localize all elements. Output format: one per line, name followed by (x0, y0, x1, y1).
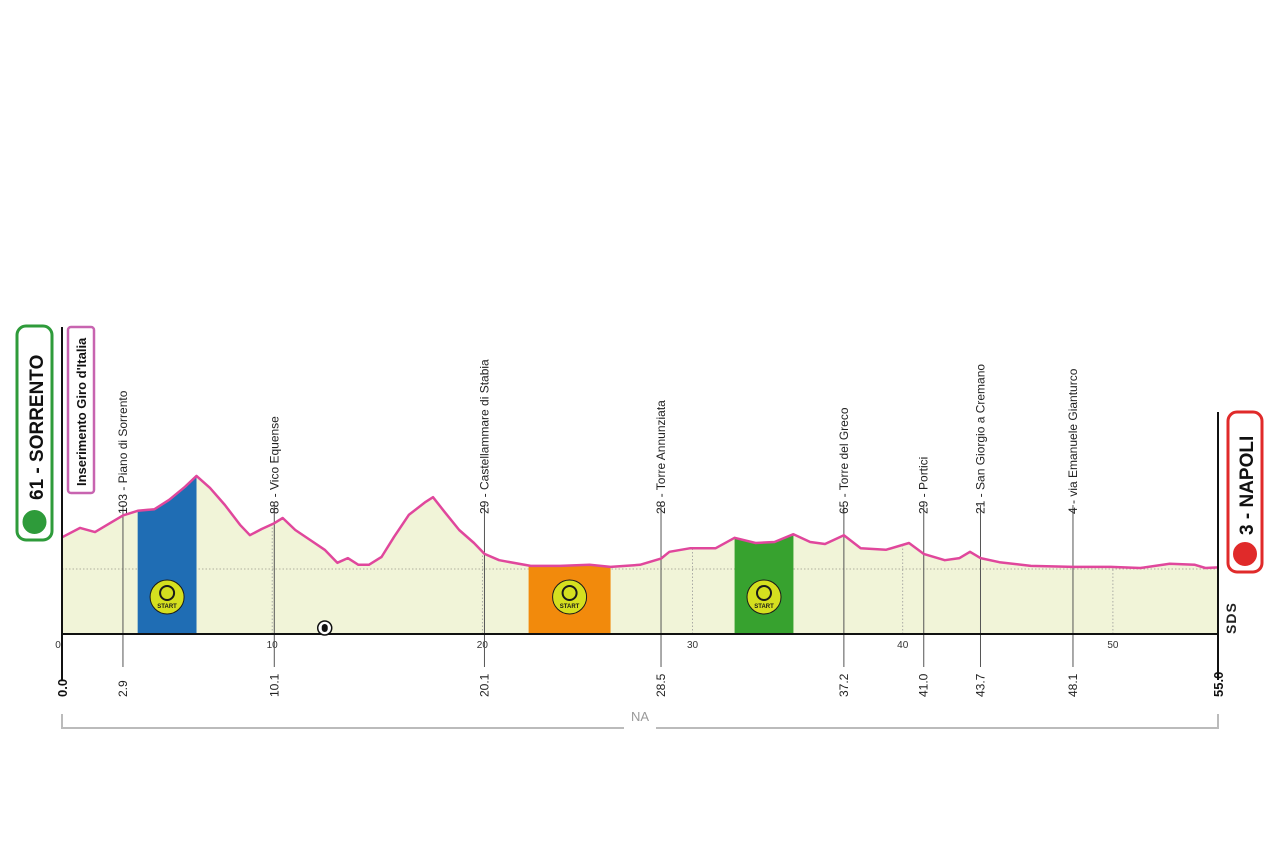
start-name: 61 - SORRENTO (27, 355, 48, 500)
tunnel-icon-inner (321, 624, 328, 632)
province-label: NA (631, 709, 649, 724)
waypoint-name: 103 - Piano di Sorrento (116, 390, 130, 514)
annotation-box (66, 325, 96, 495)
section-icon (149, 579, 185, 615)
x-tick-label: 0 (55, 640, 61, 651)
profile-line (61, 474, 1219, 570)
start-icon (20, 508, 49, 536)
waypoint-name: 29 - Castellammare di Stabia (477, 359, 491, 514)
waypoint-name: 65 - Torre del Greco (837, 407, 851, 514)
section-icon (552, 579, 588, 615)
waypoint-km: 48.1 (1066, 673, 1080, 697)
section-label: START (157, 604, 177, 610)
finish-icon (1231, 540, 1259, 568)
waypoint-km: 20.1 (477, 673, 491, 697)
waypoint-name: 4 - via Emanuele Gianturco (1066, 368, 1080, 514)
waypoint-km: 41.0 (917, 673, 931, 697)
waypoint-km: 28.5 (654, 673, 668, 697)
annotation: Inserimento Giro d'Italia (74, 337, 89, 486)
start-km: 0.0 (55, 679, 70, 697)
x-tick-label: 40 (897, 640, 909, 651)
start-box (15, 324, 54, 542)
province-label-bg (624, 708, 656, 730)
waypoint-name: 88 - Vico Equense (267, 416, 281, 514)
section-icon (746, 579, 782, 615)
section-icon-inner (159, 585, 176, 601)
logo: SDS (1223, 602, 1239, 634)
x-tick-label: 20 (477, 640, 489, 651)
x-tick-label: 10 (267, 640, 279, 651)
waypoint-km: 10.1 (267, 673, 281, 697)
waypoint-name: 29 - Portici (917, 457, 931, 514)
finish-box (1226, 410, 1264, 574)
waypoint-km: 2.9 (116, 680, 130, 697)
section-icon-inner (561, 585, 578, 601)
finish-km: 55.0 (1211, 672, 1226, 697)
x-tick-label: 30 (687, 640, 699, 651)
section-label: START (560, 604, 580, 610)
waypoint-km: 43.7 (973, 673, 987, 697)
section-icon-inner (756, 585, 773, 601)
waypoint-km: 37.2 (837, 673, 851, 697)
section-label: START (754, 604, 774, 610)
x-tick-label: 50 (1107, 640, 1119, 651)
finish-name: 3 - NAPOLI (1237, 436, 1258, 535)
waypoint-name: 28 - Torre Annunziata (654, 400, 668, 514)
profile-area (62, 475, 1218, 634)
waypoint-name: 21 - San Giorgio a Cremano (973, 364, 987, 514)
